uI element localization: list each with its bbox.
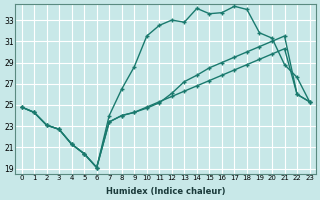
X-axis label: Humidex (Indice chaleur): Humidex (Indice chaleur) xyxy=(106,187,225,196)
